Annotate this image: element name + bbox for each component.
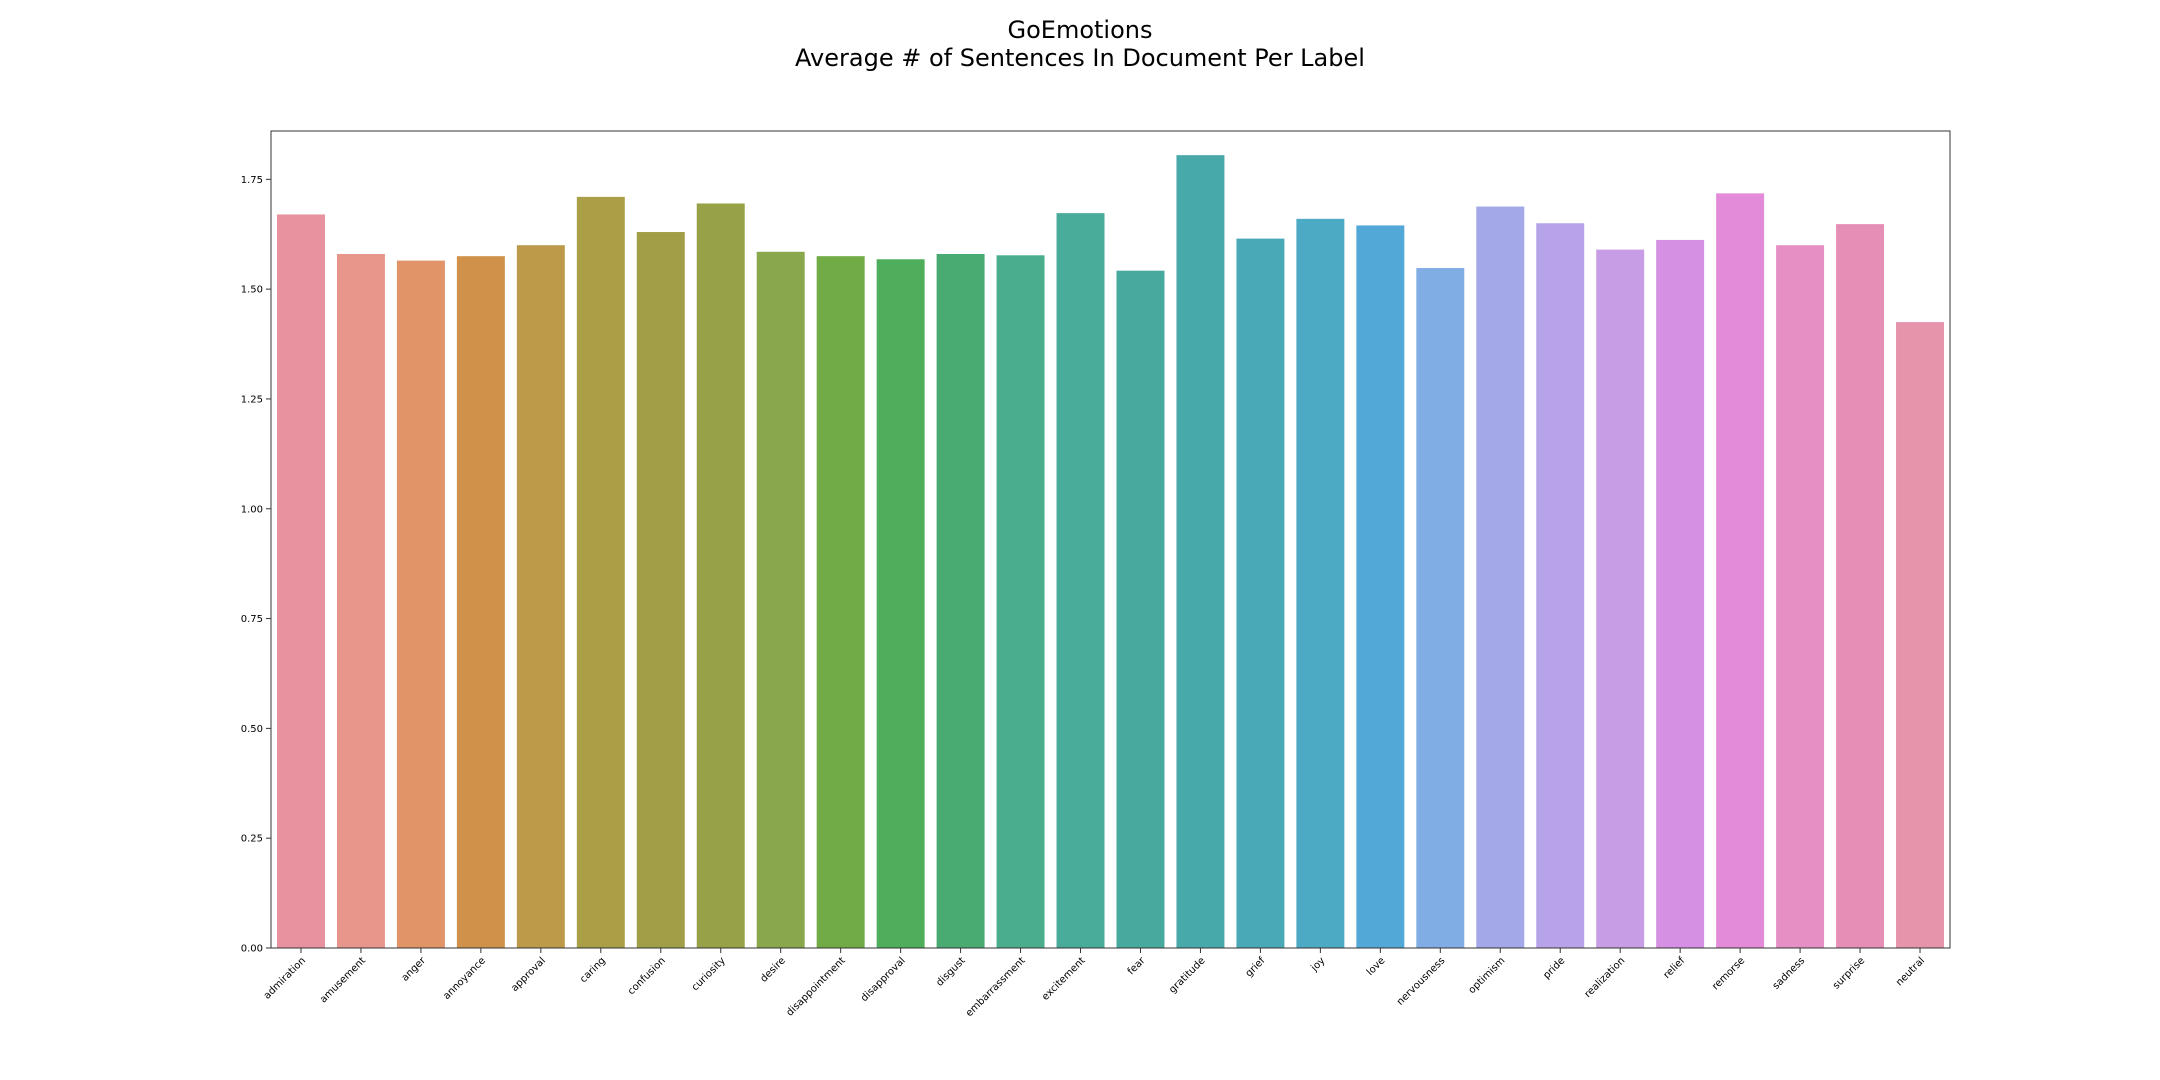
bar-sadness xyxy=(1776,245,1825,949)
bar-desire xyxy=(756,251,805,948)
plot-frame xyxy=(270,130,1951,949)
x-tick-label-approval: approval xyxy=(509,955,548,994)
x-tick-label-grief: grief xyxy=(1244,955,1268,979)
y-tick-label: 0.00 xyxy=(241,944,263,955)
bar-gratitude xyxy=(1176,155,1225,949)
x-tick-label-pride: pride xyxy=(1541,955,1567,981)
x-tick-label-gratitude: gratitude xyxy=(1167,955,1207,995)
x-tick-label-disgust: disgust xyxy=(934,955,967,988)
bar-optimism xyxy=(1476,206,1525,948)
bar-disapproval xyxy=(876,259,925,948)
bar-remorse xyxy=(1716,193,1765,949)
bar-neutral xyxy=(1896,322,1945,948)
x-tick-label-sadness: sadness xyxy=(1771,955,1807,991)
bar-approval xyxy=(516,245,565,949)
y-tick-label: 0.75 xyxy=(241,614,263,625)
x-tick-label-confusion: confusion xyxy=(626,955,668,997)
x-tick-label-excitement: excitement xyxy=(1040,955,1088,1003)
x-tick-label-realization: realization xyxy=(1583,955,1628,1000)
bar-disgust xyxy=(936,253,985,948)
bar-grief xyxy=(1236,238,1285,948)
bar-annoyance xyxy=(456,256,505,948)
bar-joy xyxy=(1296,218,1345,948)
y-tick-label: 1.25 xyxy=(241,394,263,405)
chart-title-block: GoEmotions Average # of Sentences In Doc… xyxy=(0,16,2160,72)
bar-fear xyxy=(1116,270,1165,948)
bar-amusement xyxy=(336,253,385,948)
x-tick-label-anger: anger xyxy=(400,955,429,984)
y-tick-label: 0.25 xyxy=(241,834,263,845)
bar-admiration xyxy=(276,214,325,949)
x-tick-label-disappointment: disappointment xyxy=(785,955,848,1018)
x-tick-label-neutral: neutral xyxy=(1894,955,1927,988)
x-tick-label-relief: relief xyxy=(1662,955,1688,981)
x-tick-label-nervousness: nervousness xyxy=(1395,955,1447,1007)
bar-embarrassment xyxy=(996,255,1045,948)
y-axis: 0.00 0.25 0.50 0.75 1.00 1.25 1.50 1.75 xyxy=(241,175,271,955)
x-tick-label-disapproval: disapproval xyxy=(859,955,908,1004)
x-tick-label-optimism: optimism xyxy=(1467,955,1508,996)
y-tick-label: 0.50 xyxy=(241,724,263,735)
x-tick-label-love: love xyxy=(1365,955,1388,978)
x-tick-label-caring: caring xyxy=(578,955,608,985)
bar-caring xyxy=(576,196,625,949)
bar-love xyxy=(1356,225,1405,948)
x-tick-label-surprise: surprise xyxy=(1831,955,1867,991)
bar-excitement xyxy=(1056,213,1105,948)
x-tick-label-embarrassment: embarrassment xyxy=(964,955,1028,1019)
x-tick-label-curiosity: curiosity xyxy=(690,955,728,993)
y-tick-label: 1.50 xyxy=(241,285,263,296)
x-tick-label-joy: joy xyxy=(1309,955,1328,974)
x-tick-label-admiration: admiration xyxy=(262,955,308,1001)
bar-pride xyxy=(1536,223,1585,948)
x-tick-label-desire: desire xyxy=(758,955,787,984)
x-tick-label-annoyance: annoyance xyxy=(441,955,488,1002)
bar-series xyxy=(276,155,1945,949)
bar-nervousness xyxy=(1416,268,1465,948)
bar-realization xyxy=(1596,249,1645,948)
x-tick-label-fear: fear xyxy=(1126,955,1148,977)
bar-disappointment xyxy=(816,256,865,948)
bar-confusion xyxy=(636,232,685,949)
x-axis: admiration amusement anger annoyance approva… xyxy=(262,948,1927,1019)
bar-anger xyxy=(396,260,445,948)
y-tick-label: 1.75 xyxy=(241,175,263,186)
chart-subtitle: Average # of Sentences In Document Per L… xyxy=(795,44,1365,72)
bar-relief xyxy=(1656,239,1705,948)
x-tick-label-remorse: remorse xyxy=(1710,955,1747,992)
x-tick-label-amusement: amusement xyxy=(318,955,368,1005)
bar-surprise xyxy=(1836,224,1885,949)
chart-title: GoEmotions xyxy=(1007,16,1153,44)
bar-curiosity xyxy=(696,203,745,948)
y-tick-label: 1.00 xyxy=(241,504,263,515)
